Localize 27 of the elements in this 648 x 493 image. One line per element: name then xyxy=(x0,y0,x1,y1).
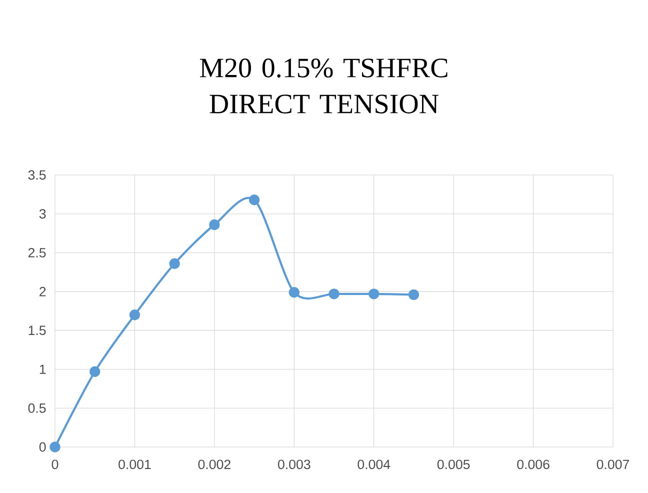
x-tick-label: 0.005 xyxy=(437,460,470,470)
x-tick-label: 0 xyxy=(52,460,58,470)
y-tick-label: 0.5 xyxy=(28,403,46,413)
point xyxy=(408,289,420,300)
y-tick-label: 2.5 xyxy=(28,248,46,258)
x-tick-label: 0.007 xyxy=(596,460,630,470)
y-tick-label: 1.5 xyxy=(28,326,46,336)
point xyxy=(328,288,340,300)
x-tick-label: 0.003 xyxy=(278,460,310,470)
point xyxy=(50,442,60,452)
y-tick-label: 1 xyxy=(40,364,46,374)
x-tick-label: 0.006 xyxy=(517,460,550,470)
point xyxy=(368,288,380,300)
y-tick-label: 0 xyxy=(39,442,46,452)
x-tick-label: 0.004 xyxy=(358,460,390,470)
chart-title: M20 0.15% TSHFRC DIRECT TENSION xyxy=(200,58,448,114)
point xyxy=(90,366,100,377)
x-tick-label: 0.001 xyxy=(118,460,151,470)
point xyxy=(248,194,260,206)
y-tick-label: 3 xyxy=(39,209,46,219)
y-tick-label: 2 xyxy=(40,286,46,296)
point xyxy=(288,287,300,298)
point xyxy=(209,219,220,230)
y-tick-label: 3.5 xyxy=(28,170,46,180)
point xyxy=(169,258,180,269)
point xyxy=(129,310,140,320)
x-tick-label: 0.002 xyxy=(198,460,230,470)
